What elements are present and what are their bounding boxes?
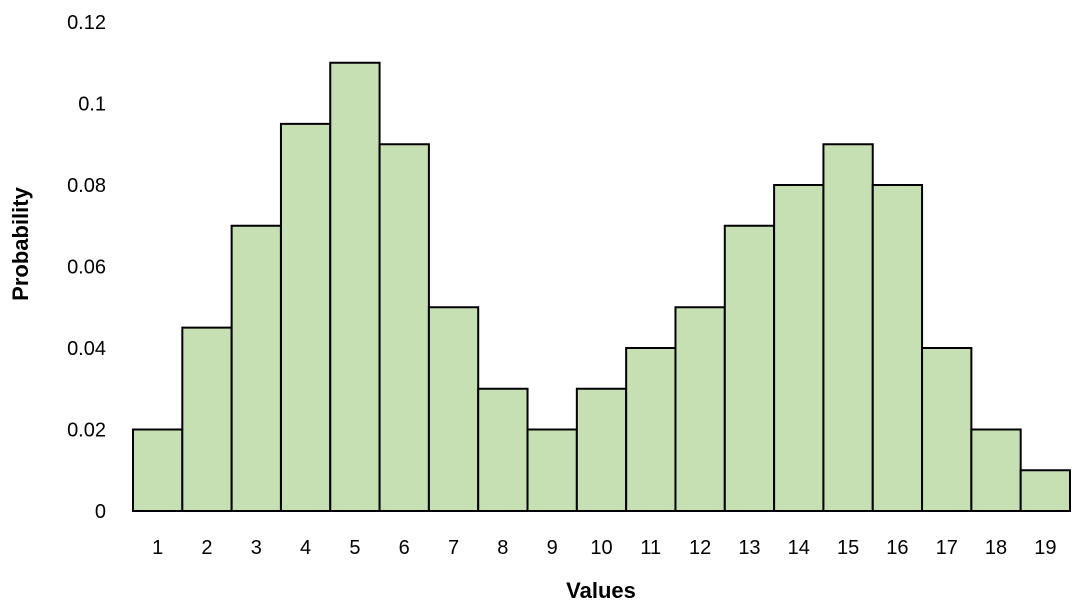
- bar-19: [1019, 469, 1071, 512]
- x-tick-label: 6: [399, 537, 410, 559]
- bar-16: [871, 184, 924, 512]
- y-tick-label: 0.06: [67, 257, 106, 279]
- x-tick-label: 9: [547, 537, 558, 559]
- x-tick-labels: 1 2 3 4 5 6 7 8 9 10 11 12 13 14 15 16 17 18 19: [152, 537, 1056, 559]
- y-tick-label: 0.08: [67, 175, 106, 197]
- bar-5: [329, 61, 381, 512]
- bars-group: [132, 61, 1071, 513]
- x-tick-label: 15: [837, 537, 859, 559]
- y-tick-label: 0: [95, 501, 106, 523]
- bar-2: [181, 326, 233, 513]
- y-tick-label: 0.02: [67, 420, 106, 442]
- bar-1: [132, 428, 184, 512]
- x-tick-label: 19: [1034, 537, 1056, 559]
- bar-17: [921, 347, 973, 512]
- x-tick-label: 8: [497, 537, 508, 559]
- y-tick-label: 0.04: [67, 338, 106, 360]
- bar-14: [773, 184, 825, 512]
- bar-3: [230, 224, 282, 512]
- x-tick-label: 13: [738, 537, 760, 559]
- y-tick-labels: 0 0.02 0.04 0.06 0.08 0.1 0.12: [67, 12, 106, 523]
- bar-8: [477, 387, 529, 512]
- x-tick-label: 2: [201, 537, 212, 559]
- bar-18: [970, 428, 1022, 512]
- y-axis-title: Probability: [8, 186, 33, 300]
- bar-6: [378, 143, 430, 512]
- bar-10: [575, 387, 628, 512]
- x-tick-label: 5: [349, 537, 360, 559]
- bar-7: [427, 306, 480, 512]
- bar-4: [279, 122, 332, 513]
- x-tick-label: 7: [448, 537, 459, 559]
- bar-9: [526, 428, 578, 512]
- bar-12: [674, 306, 726, 512]
- bar-13: [723, 224, 776, 512]
- x-tick-label: 18: [985, 537, 1007, 559]
- x-tick-label: 10: [590, 537, 612, 559]
- x-tick-label: 4: [300, 537, 311, 559]
- x-axis-title: Values: [566, 578, 636, 603]
- y-tick-label: 0.1: [78, 94, 106, 116]
- x-tick-label: 17: [936, 537, 958, 559]
- bar-11: [625, 347, 677, 512]
- x-tick-label: 3: [251, 537, 262, 559]
- x-tick-label: 1: [152, 537, 163, 559]
- x-tick-label: 12: [689, 537, 711, 559]
- x-tick-label: 14: [788, 537, 810, 559]
- x-tick-label: 16: [886, 537, 908, 559]
- x-tick-label: 11: [640, 537, 661, 559]
- y-tick-label: 0.12: [67, 12, 106, 34]
- bar-15: [822, 143, 874, 512]
